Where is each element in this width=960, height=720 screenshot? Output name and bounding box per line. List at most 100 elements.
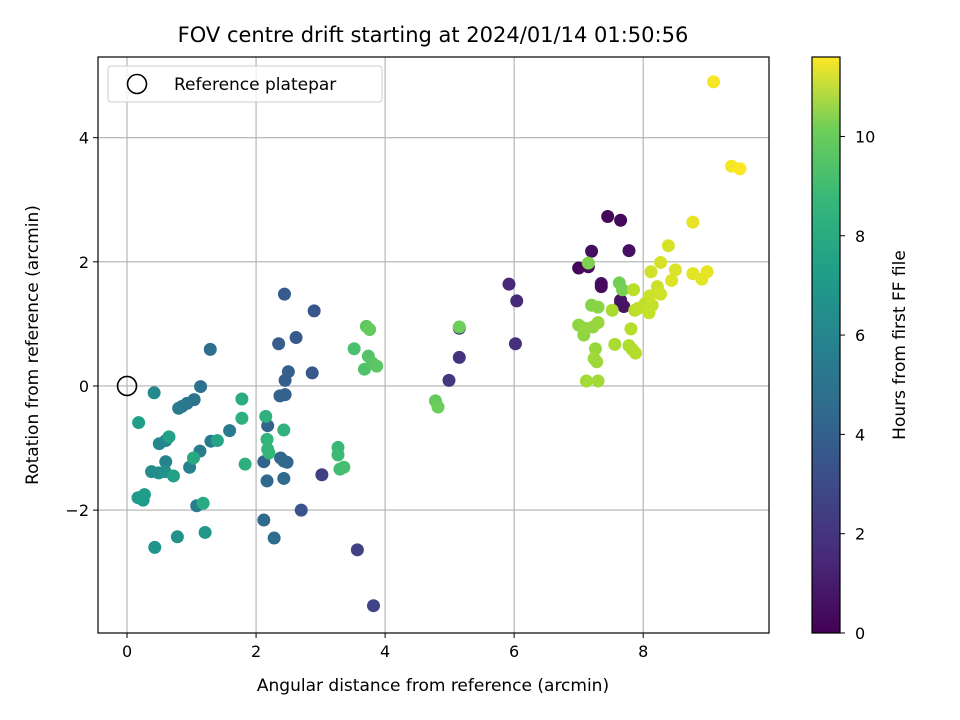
data-point — [198, 525, 212, 539]
data-point — [337, 460, 351, 474]
data-point — [235, 411, 249, 425]
data-point — [581, 256, 595, 270]
data-point — [315, 468, 329, 482]
data-point — [366, 599, 380, 613]
colorbar-tick-label: 0 — [855, 624, 865, 643]
x-tick-label: 8 — [638, 642, 648, 661]
data-point — [502, 277, 516, 291]
data-point — [260, 474, 274, 488]
data-point — [591, 300, 605, 314]
data-point — [257, 513, 271, 527]
data-point — [601, 210, 615, 224]
data-point — [262, 446, 276, 460]
data-point — [210, 434, 224, 448]
data-point — [627, 283, 641, 297]
data-point — [585, 244, 599, 258]
data-point — [572, 261, 586, 275]
data-point — [661, 239, 675, 253]
data-point — [259, 409, 273, 423]
data-point — [614, 295, 628, 309]
data-point — [700, 265, 714, 279]
data-point — [305, 366, 319, 380]
legend-marker-icon — [126, 73, 148, 95]
data-point — [166, 469, 180, 483]
legend-box — [107, 65, 383, 103]
x-tick-label: 4 — [380, 642, 390, 661]
data-point — [644, 265, 658, 279]
data-point — [622, 244, 636, 258]
data-point — [260, 432, 274, 446]
data-point — [331, 448, 345, 462]
data-point — [605, 303, 619, 317]
colorbar-tick-label: 8 — [855, 227, 865, 246]
data-point — [277, 287, 291, 301]
data-point — [370, 359, 384, 373]
x-tick-label: 0 — [122, 642, 132, 661]
data-point — [235, 392, 249, 406]
colorbar-gradient — [811, 56, 841, 634]
colorbar: 0 2 4 6 8 10 Hours from first FF file — [811, 56, 910, 643]
data-point — [278, 373, 292, 387]
data-point — [508, 337, 522, 351]
data-point — [170, 530, 184, 544]
data-point — [272, 337, 286, 351]
grid-lines — [98, 57, 769, 633]
data-point — [148, 540, 162, 554]
colorbar-tick-label: 6 — [855, 326, 865, 345]
data-point — [643, 289, 657, 303]
data-point — [152, 437, 166, 451]
y-tick-label: 2 — [79, 253, 89, 272]
data-point — [162, 430, 176, 444]
data-point — [431, 400, 445, 414]
data-point — [616, 283, 630, 297]
data-point — [147, 386, 161, 400]
data-point — [628, 346, 642, 360]
x-axis-label: Angular distance from reference (arcmin) — [257, 676, 609, 696]
data-point — [363, 322, 377, 336]
data-point — [194, 380, 208, 394]
data-point — [172, 401, 186, 415]
data-point — [665, 273, 679, 287]
data-point — [654, 255, 668, 269]
data-point — [452, 350, 466, 364]
data-point — [707, 75, 721, 89]
data-point — [186, 451, 200, 465]
data-point — [614, 213, 628, 227]
data-point — [608, 337, 622, 351]
data-point — [591, 316, 605, 330]
x-axis-ticks: 0 2 4 6 8 — [122, 633, 648, 661]
data-point — [347, 342, 361, 356]
colorbar-tick-label: 10 — [855, 127, 875, 146]
data-points — [116, 75, 747, 613]
data-point — [238, 457, 252, 471]
data-point — [307, 304, 321, 318]
data-point — [686, 215, 700, 229]
x-tick-label: 2 — [251, 642, 261, 661]
data-point — [591, 374, 605, 388]
colorbar-label: Hours from first FF file — [890, 250, 910, 440]
data-point — [294, 503, 308, 517]
y-tick-label: 4 — [79, 129, 89, 148]
data-point — [733, 162, 747, 176]
data-point — [350, 543, 364, 557]
data-point — [203, 342, 217, 356]
data-point — [442, 373, 456, 387]
y-axis-ticks: −2 0 2 4 — [65, 129, 98, 520]
x-tick-label: 6 — [509, 642, 519, 661]
data-point — [267, 531, 281, 545]
data-point — [196, 496, 210, 510]
legend: Reference platepar — [107, 65, 383, 103]
legend-label: Reference platepar — [174, 75, 336, 95]
data-point — [654, 287, 668, 301]
y-tick-label: −2 — [65, 501, 89, 520]
data-point — [273, 389, 287, 403]
data-point — [594, 280, 608, 294]
data-point — [277, 454, 291, 468]
data-point — [159, 455, 173, 469]
data-point — [137, 488, 151, 502]
y-axis-label: Rotation from reference (arcmin) — [23, 205, 43, 485]
plot-frame — [97, 56, 770, 634]
colorbar-tick-label: 4 — [855, 425, 865, 444]
data-point — [579, 374, 593, 388]
data-point — [223, 424, 237, 438]
